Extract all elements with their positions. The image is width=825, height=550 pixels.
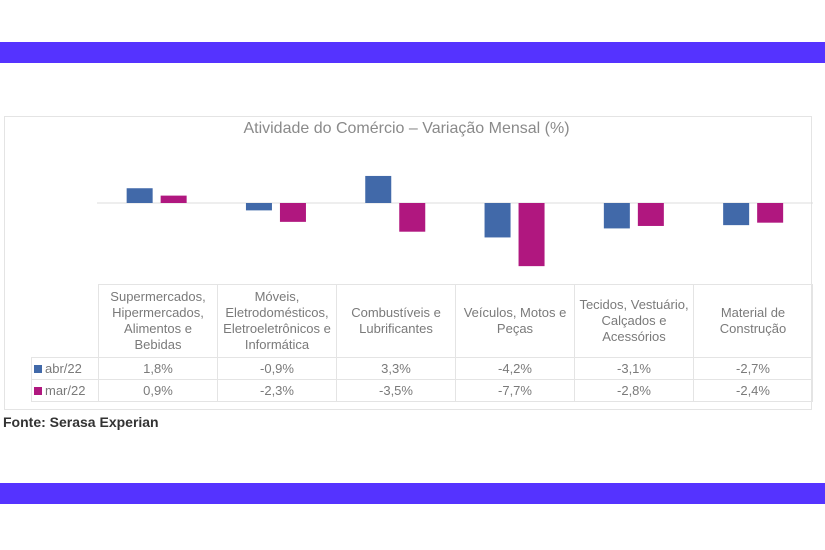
series-name: mar/22	[45, 382, 86, 398]
data-label: -4,2%	[455, 357, 575, 380]
top-band	[0, 42, 825, 63]
category-label: Combustíveis e Lubrificantes	[336, 284, 456, 358]
bar-abr	[484, 203, 511, 238]
chart-title: Atividade do Comércio – Variação Mensal …	[243, 120, 570, 137]
data-label: -2,8%	[574, 379, 694, 402]
blank-cell	[32, 285, 99, 358]
source-note: Fonte: Serasa Experian	[3, 414, 159, 430]
category-label: Móveis, Eletrodomésticos, Eletroeletrôni…	[217, 284, 337, 358]
bar-mar	[160, 195, 187, 203]
legend-swatch	[34, 386, 42, 395]
bar-mar	[279, 203, 306, 222]
bar-abr	[723, 203, 750, 226]
bar-mar	[757, 203, 784, 223]
data-label: -3,5%	[336, 379, 456, 402]
bar-mar	[399, 203, 426, 232]
data-label: -3,1%	[574, 357, 694, 380]
chart-plot	[97, 175, 813, 267]
data-label: -2,7%	[693, 357, 813, 380]
data-label: 3,3%	[336, 357, 456, 380]
bottom-band	[0, 483, 825, 504]
bar-mar	[518, 203, 545, 267]
data-label: -2,4%	[693, 379, 813, 402]
data-table: Supermercados, Hipermercados, Alimentos …	[31, 284, 813, 402]
bar-mar	[637, 203, 664, 226]
category-label: Tecidos, Vestuário, Calçados e Acessório…	[574, 284, 694, 358]
legend-swatch	[34, 364, 42, 373]
bar-abr	[126, 188, 153, 203]
data-label: -2,3%	[217, 379, 337, 402]
chart-frame	[4, 116, 812, 410]
legend-entry: abr/22	[31, 357, 99, 380]
data-label: -7,7%	[455, 379, 575, 402]
category-label: Veículos, Motos e Peças	[455, 284, 575, 358]
data-label: 0,9%	[98, 379, 218, 402]
bar-abr	[245, 203, 272, 211]
category-label: Supermercados, Hipermercados, Alimentos …	[98, 284, 218, 358]
category-label: Material de Construção	[693, 284, 813, 358]
bar-abr	[603, 203, 630, 229]
legend-entry: mar/22	[31, 379, 99, 402]
series-name: abr/22	[45, 360, 82, 376]
bar-abr	[365, 175, 392, 203]
data-label: 1,8%	[98, 357, 218, 380]
data-label: -0,9%	[217, 357, 337, 380]
